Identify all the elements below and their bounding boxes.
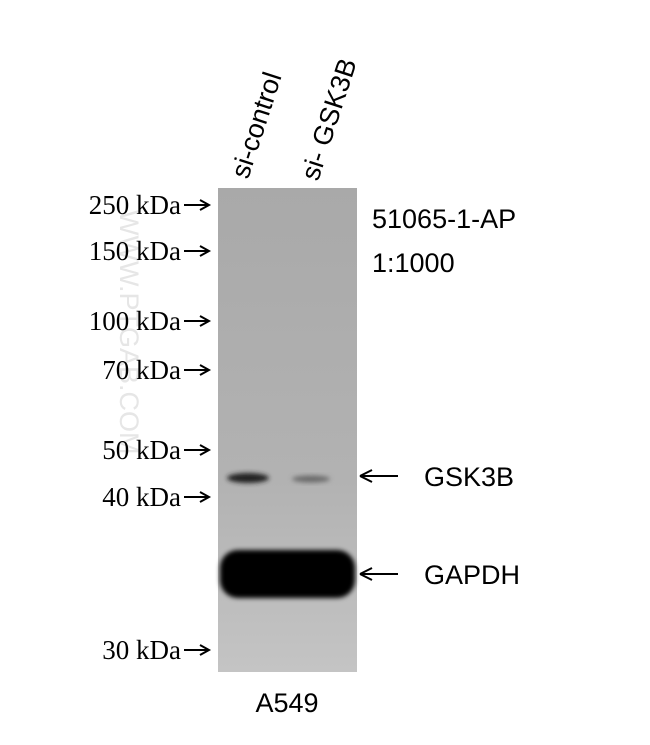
marker-arrow xyxy=(184,364,212,376)
band-gsk3b-lane2 xyxy=(292,475,330,483)
marker-label: 40 kDa xyxy=(102,482,181,512)
marker-arrow xyxy=(184,491,212,503)
marker-label: 150 kDa xyxy=(89,236,181,266)
marker-label: 250 kDa xyxy=(89,190,181,220)
lane-label: si-control xyxy=(225,68,287,181)
lane-label: si- GSK3B xyxy=(295,55,362,184)
band-gsk3b-lane1 xyxy=(227,473,269,483)
cell-line: A549 xyxy=(255,688,318,718)
marker-label: 100 kDa xyxy=(89,306,181,336)
watermark: WWW.PTGAB.COM xyxy=(114,210,144,454)
marker-arrow xyxy=(184,199,212,211)
band-label: GAPDH xyxy=(424,560,520,590)
antibody-catalog: 51065-1-AP xyxy=(372,204,516,234)
marker-arrow xyxy=(184,644,212,656)
band-arrow xyxy=(359,469,398,483)
marker-arrow xyxy=(184,315,212,327)
band-arrow xyxy=(359,567,398,581)
marker-label: 50 kDa xyxy=(102,435,181,465)
marker-arrow xyxy=(184,444,212,456)
marker-ladder: 250 kDa 150 kDa 100 kDa 70 kDa 50 kDa 40 kDa 3… xyxy=(89,190,212,665)
marker-label: 30 kDa xyxy=(102,635,181,665)
antibody-dilution: 1:1000 xyxy=(372,248,455,278)
band-gapdh xyxy=(220,550,355,598)
band-label: GSK3B xyxy=(424,462,514,492)
marker-label: 70 kDa xyxy=(102,355,181,385)
marker-arrow xyxy=(184,245,212,257)
blot-membrane xyxy=(218,188,357,672)
